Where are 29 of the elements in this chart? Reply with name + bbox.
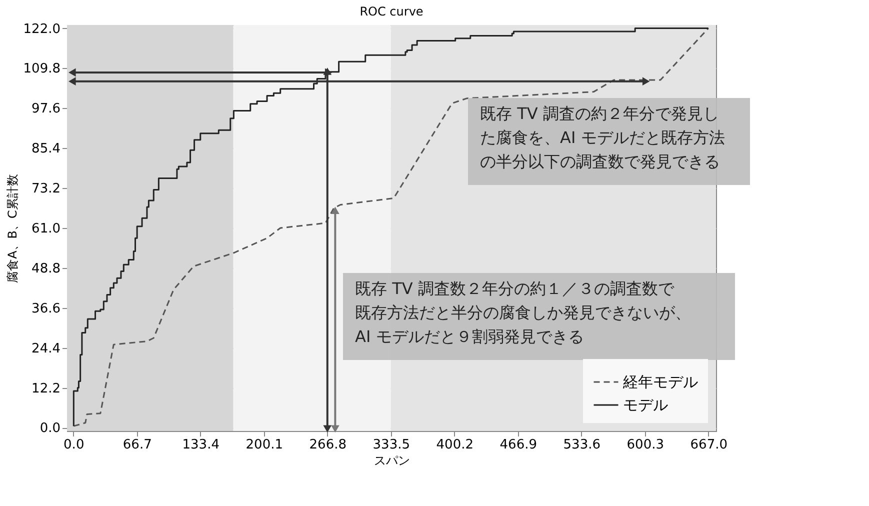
x-tick-label: 66.7 [122,438,152,452]
x-tick-label: 333.5 [372,438,410,452]
y-tick-label: 0.0 [40,421,60,436]
x-tick-label: 533.6 [563,438,600,452]
x-axis-title: スパン [374,454,410,468]
y-tick-label: 61.0 [32,222,60,236]
y-tick-label: 24.4 [32,341,60,356]
y-tick-label: 109.8 [23,62,60,77]
y-tick-label: 12.2 [32,381,60,396]
y-tick-label: 48.8 [32,261,60,276]
x-tick-label: 400.2 [436,438,474,452]
chart-title: ROC curve [360,4,424,18]
legend-label: 経年モデル [622,373,698,391]
x-tick-label: 667.0 [690,438,728,452]
y-tick-label: 36.6 [32,301,60,316]
legend-label: モデル [623,396,668,414]
x-tick-label: 0.0 [64,438,84,452]
x-tick-label: 600.3 [626,438,664,452]
x-tick-label: 266.8 [309,438,346,452]
y-tick-label: 122.0 [23,22,60,37]
y-tick-label: 85.4 [32,142,60,157]
x-tick-label: 200.1 [246,438,283,452]
y-tick-label: 97.6 [32,102,60,117]
x-tick-label: 466.9 [500,438,537,452]
annotation: 既存 TV 調査数２年分の約１／３の調査数で既存方法だと半分の腐食しか発見できないが、AI モデルだと９割弱発見できる [355,279,691,346]
y-axis-title: 腐食A、B、C累計数 [5,174,20,283]
annotation: 既存 TV 調査の約２年分で発見した腐食を、AI モデルだと既存方法の半分以下の調査数で発見できる [480,104,725,171]
y-tick-label: 73.2 [32,182,60,197]
x-tick-label: 133.4 [182,438,220,452]
